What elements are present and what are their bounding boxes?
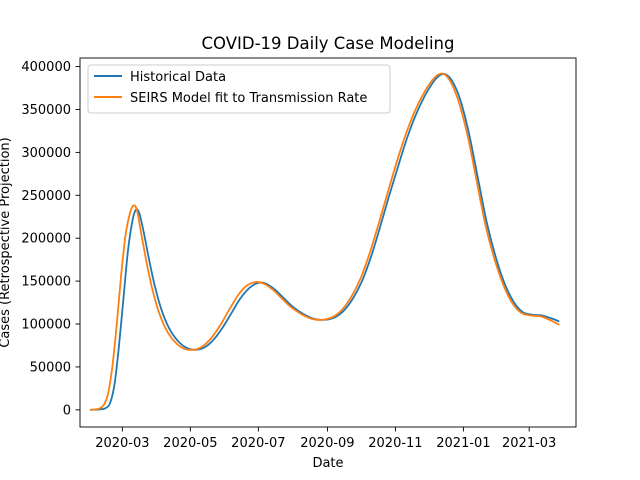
y-tick-label: 250000	[21, 189, 71, 204]
legend: Historical Data SEIRS Model fit to Trans…	[87, 64, 391, 114]
y-tick-label: 150000	[21, 275, 71, 290]
x-axis: 2020-03 2020-05 2020-07 2020-09 2020-11 2021-…	[95, 427, 556, 451]
y-tick-label: 400000	[21, 60, 71, 75]
y-tick-label: 350000	[21, 103, 71, 118]
x-tick-label: 2021-03	[502, 436, 556, 451]
series-line-historical	[89, 72, 560, 411]
y-tick-label: 200000	[21, 232, 71, 247]
y-axis: 0 50000 100000 150000 200000 250000 300000 3500…	[21, 60, 80, 418]
x-tick-label: 2020-09	[300, 436, 354, 451]
legend-label-historical: Historical Data	[130, 70, 226, 85]
legend-label-seirs: SEIRS Model fit to Transmission Rate	[130, 91, 367, 106]
y-tick-label: 0	[63, 403, 71, 418]
legend-box	[87, 64, 391, 114]
chart-title: COVID-19 Daily Case Modeling	[202, 34, 455, 53]
x-tick-label: 2021-01	[436, 436, 490, 451]
x-tick-label: 2020-03	[95, 436, 149, 451]
x-tick-label: 2020-07	[231, 436, 285, 451]
x-tick-label: 2020-05	[163, 436, 217, 451]
y-tick-label: 50000	[30, 360, 71, 375]
y-tick-label: 100000	[21, 318, 71, 333]
y-tick-label: 300000	[21, 146, 71, 161]
series-line-seirs	[89, 72, 560, 411]
y-axis-label: Cases (Retrospective Projection)	[0, 137, 13, 347]
x-tick-label: 2020-11	[368, 436, 422, 451]
x-axis-label: Date	[312, 456, 343, 471]
series-lines	[89, 72, 560, 411]
axes-frame	[79, 57, 577, 428]
